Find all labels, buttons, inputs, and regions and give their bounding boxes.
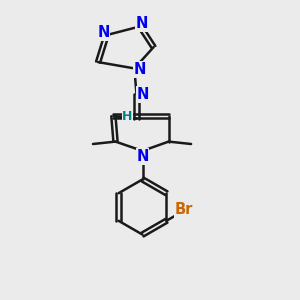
Text: N: N <box>136 149 149 164</box>
Text: N: N <box>134 62 146 77</box>
Text: H: H <box>122 110 133 124</box>
Text: Br: Br <box>175 202 194 217</box>
Text: N: N <box>97 25 110 40</box>
Text: N: N <box>135 16 148 31</box>
Text: N: N <box>137 87 149 102</box>
